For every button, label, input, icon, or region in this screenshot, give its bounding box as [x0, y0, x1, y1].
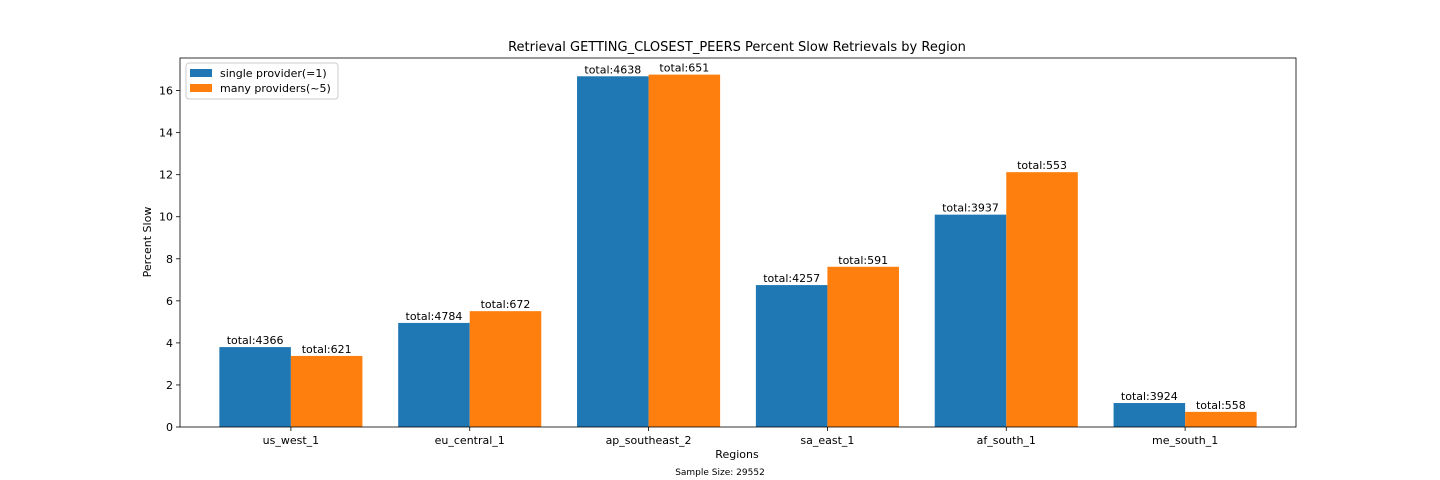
y-tick-label: 10: [159, 211, 173, 224]
bar-value-label: total:672: [481, 298, 531, 311]
bar-af_south_1-series-1: [934, 214, 1007, 427]
bar-af_south_1-series-2: [1006, 172, 1078, 427]
x-tick-label: sa_east_1: [800, 434, 854, 447]
bar-us_west_1-series-2: [290, 355, 363, 427]
legend-label: single provider(=1): [220, 67, 327, 80]
bar-ap_southeast_2-series-1: [577, 76, 649, 427]
bar-value-label: total:558: [1196, 399, 1246, 412]
y-tick-label: 8: [166, 253, 173, 266]
bar-us_west_1-series-1: [219, 347, 291, 427]
y-tick-label: 16: [159, 85, 173, 98]
bar-value-label: total:4257: [763, 272, 820, 285]
plot-area: total:4366 total:4784 total:4638 total:4257…: [159, 57, 1297, 447]
y-tick-label: 12: [159, 169, 173, 182]
x-tick-label: me_south_1: [1152, 434, 1218, 447]
bar-sa_east_1-series-1: [755, 285, 828, 427]
legend: single provider(=1) many providers(~5): [185, 62, 339, 100]
y-tick-label: 4: [166, 337, 173, 350]
bar-value-label: total:651: [659, 62, 709, 75]
bar-value-label: total:4638: [584, 63, 641, 76]
x-tick-label: eu_central_1: [435, 434, 505, 447]
plot-frame: [179, 57, 1297, 428]
bar-value-label: total:3924: [1121, 390, 1178, 403]
bar-eu_central_1-series-1: [398, 322, 470, 427]
bar-value-label: total:4784: [406, 310, 463, 323]
legend-swatch: [190, 69, 212, 77]
bar-value-label: total:3937: [942, 202, 999, 215]
bar-value-label: total:553: [1017, 159, 1067, 172]
x-tick-label: af_south_1: [977, 434, 1036, 447]
x-tick-label: ap_southeast_2: [606, 434, 692, 447]
bar-me_south_1-series-1: [1113, 403, 1186, 427]
legend-box: [185, 62, 339, 100]
legend-swatch: [190, 84, 212, 92]
bar-value-label: total:4366: [227, 334, 284, 347]
x-tick-label: us_west_1: [263, 434, 320, 447]
bar-ap_southeast_2-series-2: [648, 74, 721, 428]
y-tick-label: 2: [166, 379, 173, 392]
y-axis-title: Percent Slow: [141, 207, 154, 278]
bar-sa_east_1-series-2: [827, 266, 899, 427]
y-tick-label: 0: [166, 421, 173, 434]
bar-eu_central_1-series-2: [469, 311, 542, 427]
bar-value-label: total:621: [302, 343, 352, 356]
y-tick-label: 14: [159, 127, 173, 140]
bar-me_south_1-series-2: [1185, 411, 1257, 427]
legend-label: many providers(~5): [220, 82, 331, 95]
chart-title: Retrieval GETTING_CLOSEST_PEERS Percent …: [508, 40, 966, 55]
y-tick-label: 6: [166, 295, 173, 308]
bar-value-label: total:591: [838, 254, 888, 267]
sample-size-note: Sample Size: 29552: [675, 468, 765, 478]
x-axis-title: Regions: [715, 448, 759, 461]
